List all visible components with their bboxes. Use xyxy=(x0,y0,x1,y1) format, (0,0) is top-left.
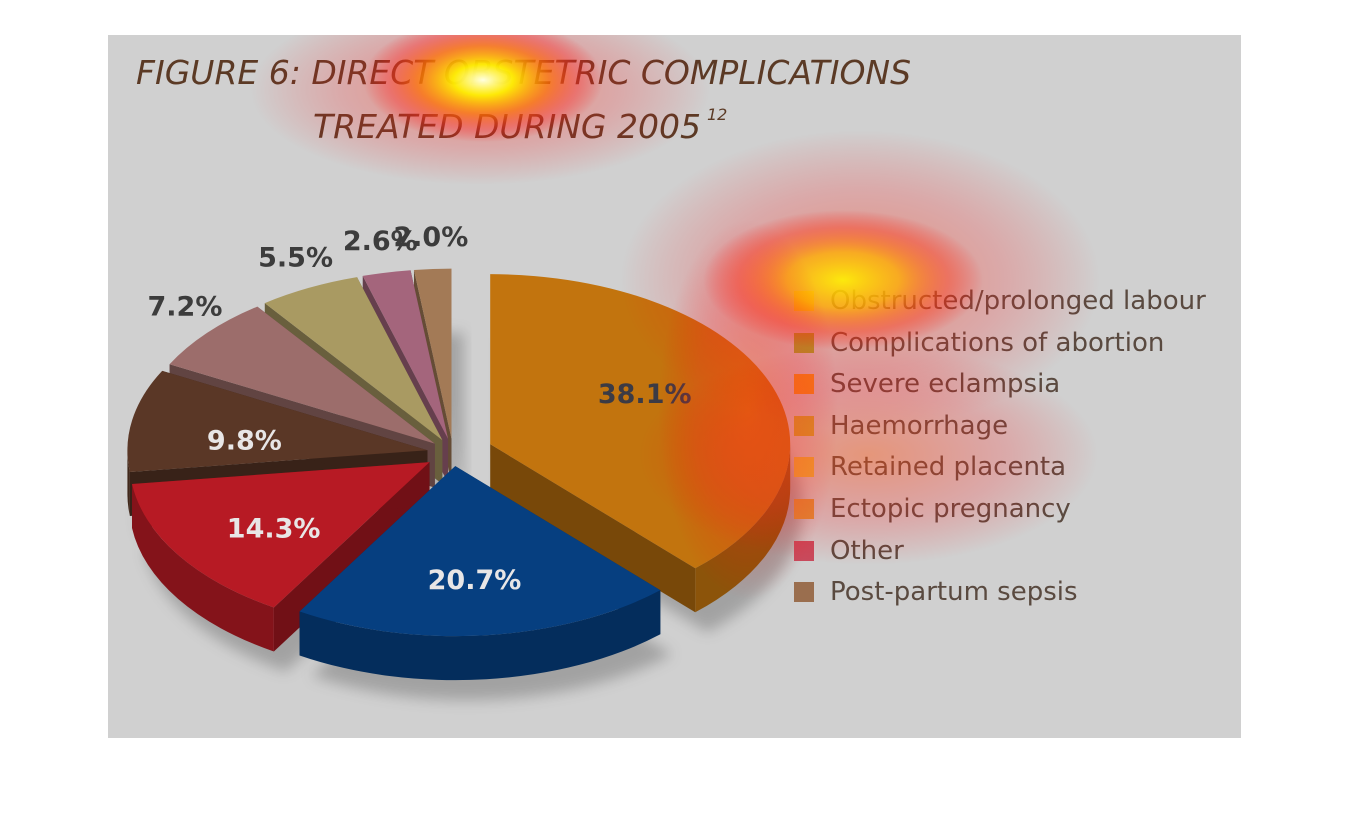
pie-slice-2 xyxy=(299,466,661,681)
legend-label: Post-partum sepsis xyxy=(830,577,1078,608)
legend-label: Haemorrhage xyxy=(830,410,1009,441)
pie-value-label: 5.5% xyxy=(258,243,333,274)
pie-slice-top xyxy=(169,306,435,444)
pie-slice-top xyxy=(413,268,452,439)
legend-swatch xyxy=(794,374,814,395)
pie-value-label: 9.8% xyxy=(207,425,282,456)
chart-title-reference: 12 xyxy=(706,105,728,124)
pie-value-label: 7.2% xyxy=(147,291,222,322)
legend-swatch xyxy=(794,332,814,353)
legend-swatch xyxy=(794,415,814,436)
pie-slice-top xyxy=(264,277,443,441)
pie-slice-top xyxy=(299,466,661,637)
legend-label: Severe eclampsia xyxy=(830,369,1061,400)
legend-swatch xyxy=(794,457,814,478)
chart-panel: FIGURE 6: DIRECT OBSTETRIC COMPLICATIONS… xyxy=(108,35,1241,738)
legend-label: Other xyxy=(830,535,904,566)
legend-label: Obstructed/prolonged labour xyxy=(830,286,1206,316)
pie-slice-rim xyxy=(132,483,274,652)
legend-label: Retained placenta xyxy=(830,452,1067,483)
legend-swatch xyxy=(794,540,814,561)
pie-value-label: 38.1% xyxy=(598,379,692,410)
pie-slice-rim xyxy=(299,590,661,681)
pie-slice-rim xyxy=(127,450,130,517)
pie-value-label: 20.7% xyxy=(428,565,522,596)
legend-label: Ectopic pregnancy xyxy=(830,494,1071,524)
pie-slice-top xyxy=(127,370,428,473)
legend-swatch xyxy=(794,582,814,603)
pie-slice-wall xyxy=(490,444,696,613)
pie-value-label: 2.6% xyxy=(343,226,418,257)
legend-swatch xyxy=(794,499,814,519)
pie-chart: 38.1% 20.7% 14.3% 9.8% 7.2% 5.5% 2.6%2.0% xyxy=(127,222,803,701)
pie-value-label: 2.0% xyxy=(393,222,468,253)
pie-slice-top xyxy=(132,462,430,608)
pie-slice-top xyxy=(362,270,449,439)
pie-value-label: 14.3% xyxy=(227,514,321,545)
legend-swatch xyxy=(794,291,814,311)
legend-label: Complications of abortion xyxy=(830,327,1165,358)
